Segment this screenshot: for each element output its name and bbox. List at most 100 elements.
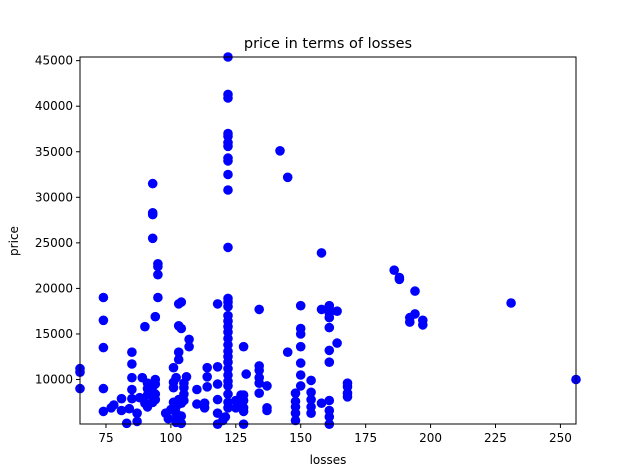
- data-point: [306, 402, 316, 412]
- y-tick-label: 35000: [35, 145, 73, 159]
- data-point: [116, 393, 127, 404]
- data-point: [147, 178, 158, 189]
- data-point: [127, 384, 137, 395]
- data-point: [147, 233, 158, 244]
- data-point: [140, 321, 150, 332]
- data-point: [153, 292, 163, 303]
- data-point: [153, 259, 163, 269]
- data-point: [150, 311, 161, 322]
- data-point: [290, 415, 301, 426]
- data-point: [324, 357, 335, 368]
- data-point: [150, 374, 161, 385]
- data-point: [223, 397, 233, 408]
- x-tick-label: 100: [159, 431, 182, 445]
- data-point: [223, 89, 233, 100]
- data-point: [410, 286, 420, 296]
- data-points: [75, 52, 581, 430]
- data-point: [254, 361, 264, 371]
- data-point: [295, 370, 306, 380]
- data-point: [223, 128, 233, 139]
- data-point: [176, 323, 187, 334]
- data-point: [238, 403, 249, 413]
- data-point: [223, 310, 233, 321]
- data-point: [127, 347, 137, 358]
- data-point: [254, 388, 264, 399]
- y-tick-label: 30000: [35, 190, 73, 204]
- data-point: [176, 297, 187, 307]
- data-point: [324, 300, 335, 311]
- data-point: [223, 185, 233, 195]
- data-point: [202, 372, 212, 382]
- data-point: [212, 362, 223, 372]
- data-point: [324, 405, 335, 416]
- y-axis-ticks: 10000 15000 20000 25000 30000 35000 40000 45000: [35, 54, 80, 387]
- x-axis-label: losses: [310, 453, 347, 467]
- x-tick-label: 125: [224, 431, 247, 445]
- data-point: [127, 393, 137, 404]
- x-tick-label: 250: [549, 431, 572, 445]
- data-point: [168, 362, 179, 373]
- data-point: [181, 372, 192, 382]
- data-point: [212, 394, 223, 405]
- data-point: [332, 338, 342, 348]
- x-tick-label: 175: [354, 431, 377, 445]
- y-tick-label: 20000: [35, 281, 73, 295]
- data-point: [241, 369, 251, 379]
- data-point: [192, 384, 202, 395]
- x-tick-label: 75: [98, 431, 113, 445]
- data-point: [98, 315, 109, 326]
- data-point: [282, 347, 293, 358]
- y-tick-label: 10000: [35, 373, 73, 387]
- data-point: [199, 398, 210, 409]
- data-point: [109, 400, 119, 410]
- data-point: [316, 304, 327, 315]
- data-point: [295, 300, 306, 311]
- data-point: [212, 299, 223, 309]
- data-point: [212, 408, 223, 419]
- data-point: [316, 248, 327, 258]
- data-point: [262, 381, 272, 391]
- data-point: [332, 306, 342, 317]
- data-point: [153, 269, 163, 280]
- data-point: [306, 387, 316, 398]
- data-point: [238, 390, 249, 400]
- data-point: [163, 413, 174, 424]
- data-point: [290, 388, 301, 399]
- chart-title: price in terms of losses: [244, 36, 412, 52]
- data-point: [171, 372, 181, 383]
- data-point: [147, 208, 158, 218]
- data-point: [282, 172, 293, 183]
- data-point: [275, 146, 285, 156]
- data-point: [98, 342, 109, 353]
- data-point: [394, 272, 405, 283]
- data-point: [389, 265, 400, 276]
- data-point: [410, 309, 420, 319]
- data-point: [150, 389, 161, 399]
- data-point: [173, 347, 184, 358]
- data-point: [223, 169, 233, 180]
- data-point: [254, 304, 264, 315]
- data-point: [184, 334, 194, 345]
- data-point: [202, 382, 212, 392]
- x-tick-label: 150: [289, 431, 312, 445]
- data-point: [212, 379, 223, 389]
- y-axis-label: price: [7, 226, 21, 256]
- data-point: [127, 359, 137, 369]
- data-point: [316, 398, 327, 409]
- data-point: [127, 372, 137, 383]
- data-point: [176, 411, 187, 421]
- data-point: [124, 403, 135, 414]
- data-point: [223, 293, 233, 304]
- data-point: [342, 378, 353, 389]
- plot-area-frame: [79, 56, 577, 425]
- data-point: [121, 418, 132, 429]
- data-point: [238, 341, 249, 352]
- y-tick-label: 15000: [35, 327, 73, 341]
- data-point: [184, 341, 194, 352]
- y-tick-label: 45000: [35, 54, 73, 68]
- data-point: [295, 323, 306, 334]
- data-point: [98, 292, 109, 303]
- data-point: [262, 403, 272, 413]
